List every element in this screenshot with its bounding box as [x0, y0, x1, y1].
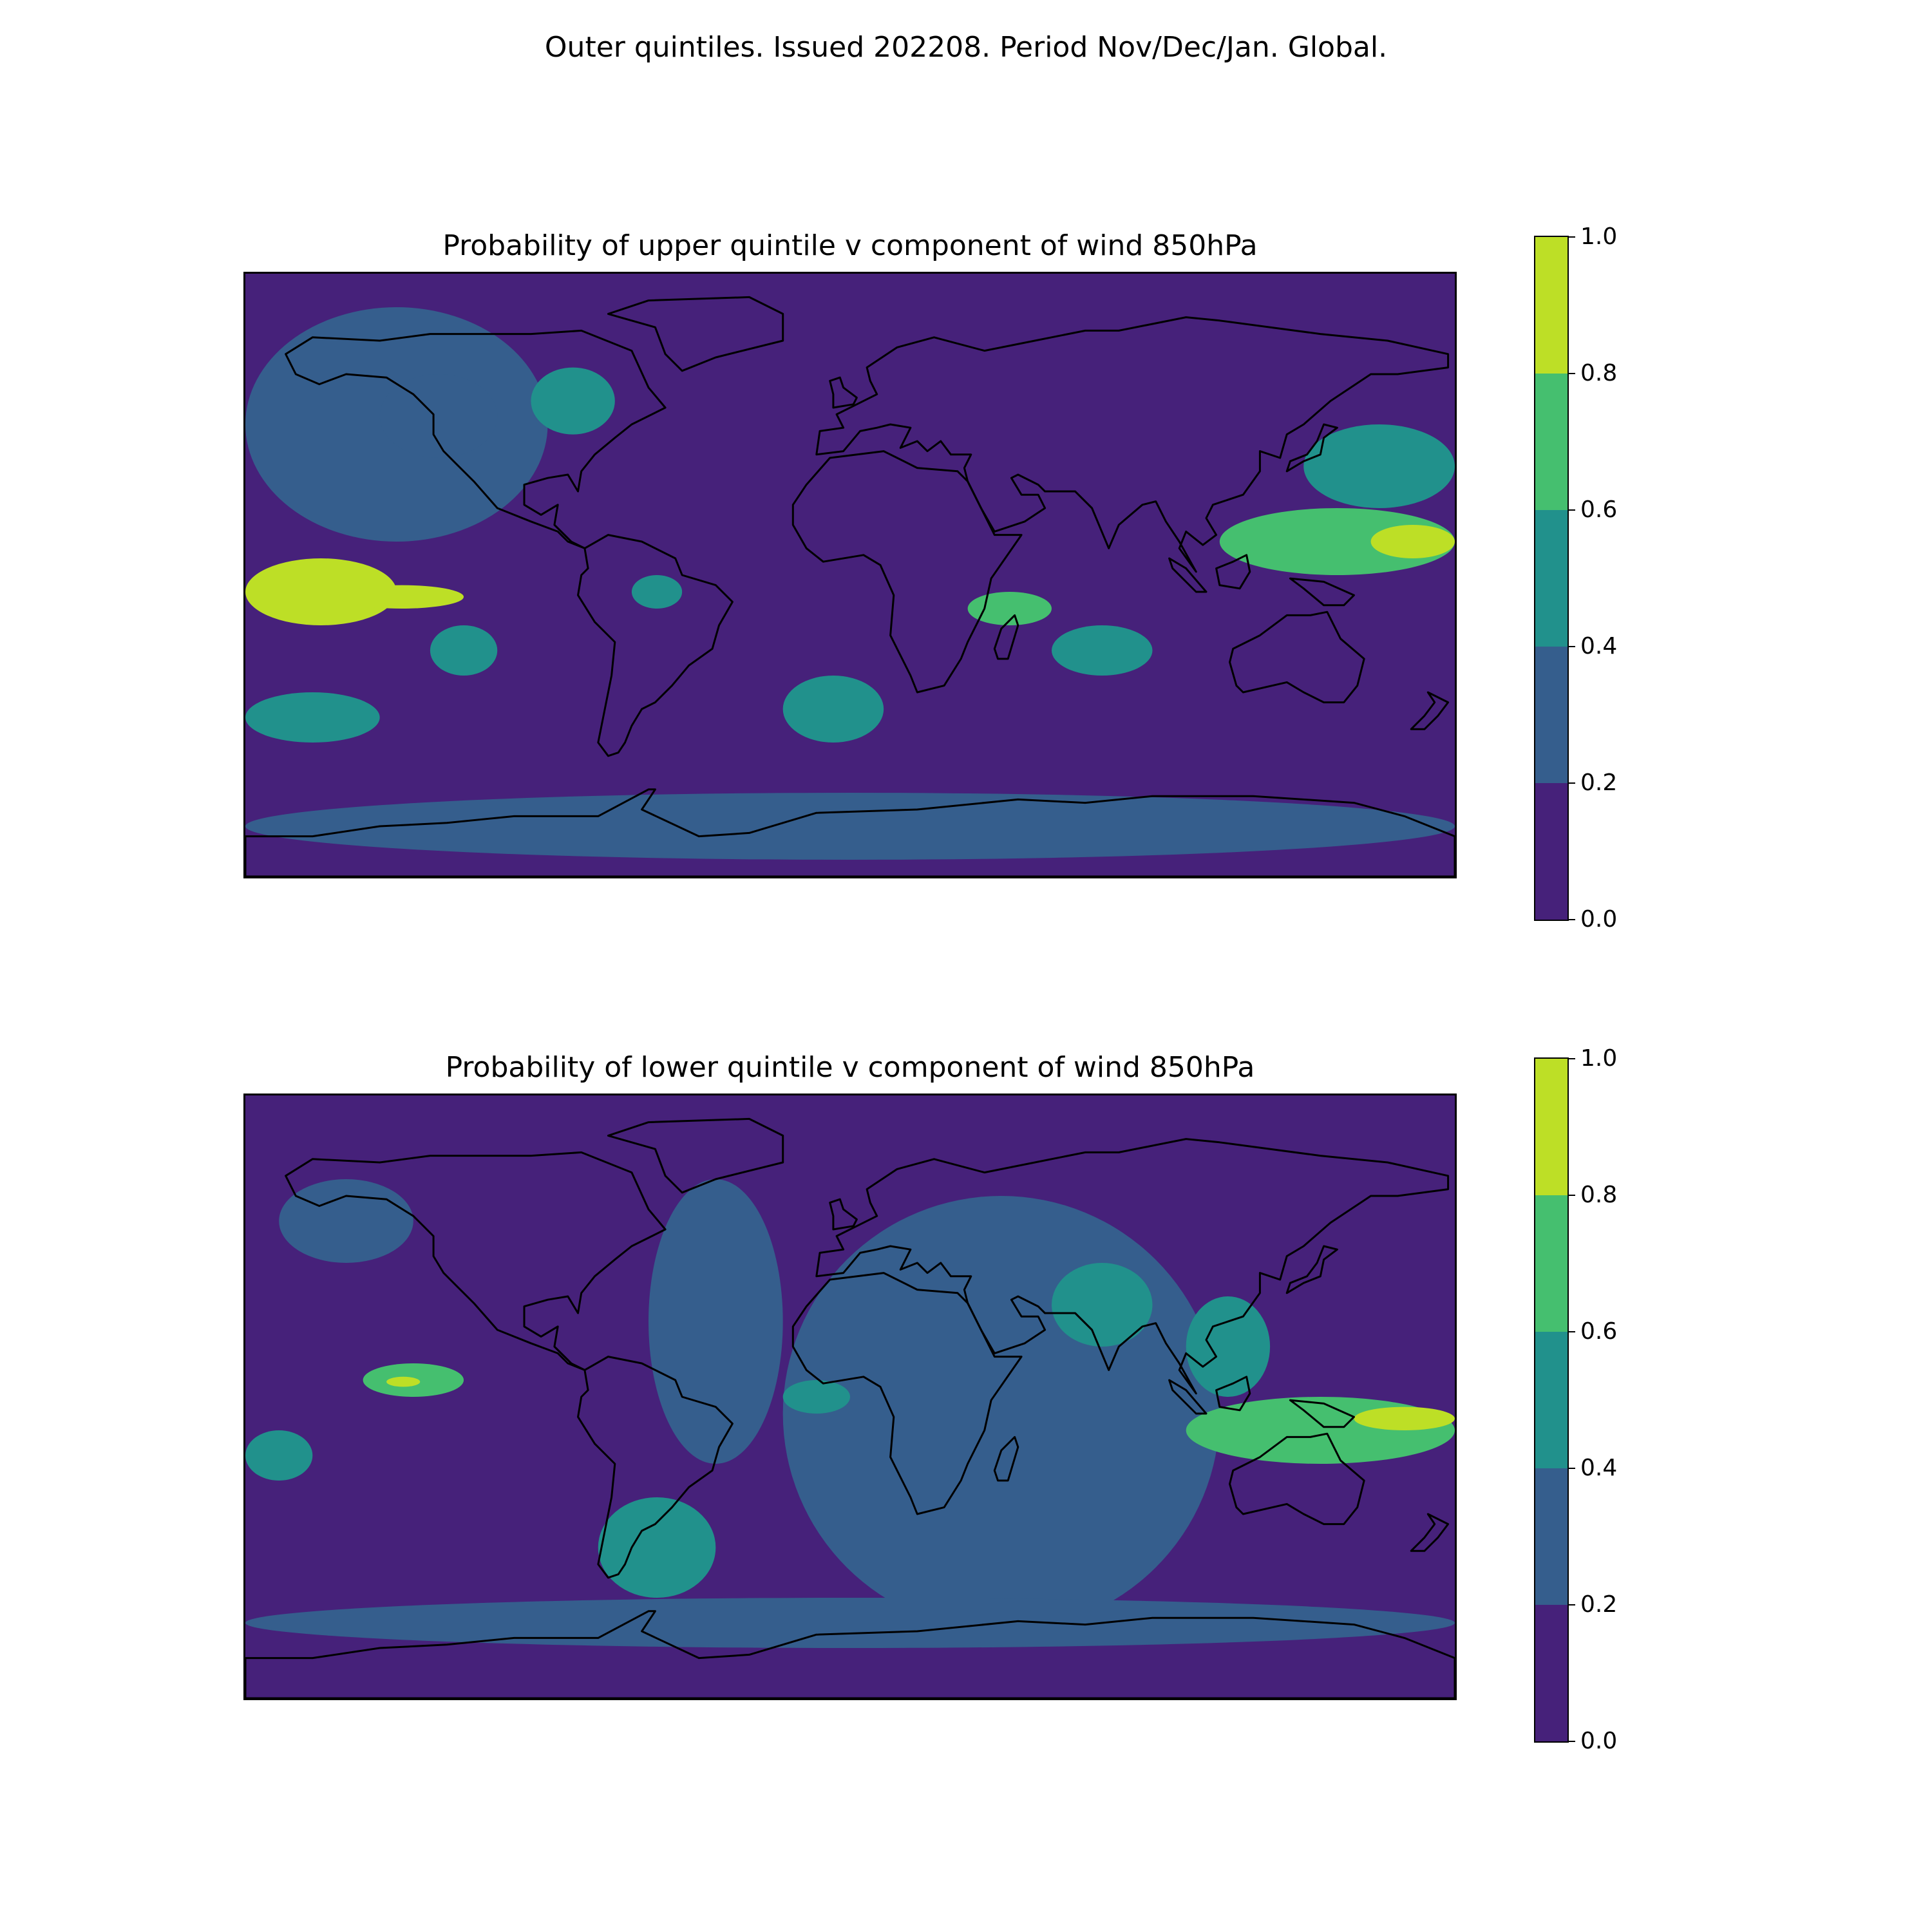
coastline-australia — [1229, 611, 1365, 704]
probability-region-central-pacific-south — [245, 1430, 313, 1481]
lower-panel-title: Probability of lower quintile v componen… — [445, 1051, 1255, 1084]
colorbar-segment — [1535, 1468, 1567, 1605]
colorbar-tick-label: 0.2 — [1580, 770, 1618, 796]
probability-region-south-pacific-midlat — [245, 692, 380, 743]
colorbar-tick-label: 0.6 — [1580, 497, 1618, 523]
colorbar-segment — [1535, 1195, 1567, 1332]
coastline-borneo — [1215, 1376, 1251, 1412]
map-svg — [245, 1095, 1455, 1698]
colorbar-segment — [1535, 1605, 1567, 1741]
probability-region-southern-ocean-band — [245, 793, 1455, 860]
probability-region-africa-asia-band — [782, 1196, 1220, 1631]
probability-region-southern-ocean-band — [245, 1598, 1455, 1648]
probability-region-amazon — [631, 575, 683, 609]
colorbar-tick — [1567, 919, 1575, 920]
colorbar-tick — [1567, 1741, 1575, 1742]
coastline-greenland — [607, 1117, 784, 1194]
probability-region-west-pacific-peak — [1370, 525, 1455, 558]
lower-colorbar: 0.0 0.2 0.4 0.6 0.8 1.0 — [1534, 1047, 1617, 1753]
colorbar-segment — [1535, 374, 1567, 510]
probability-region-tropical-east-pacific-peak — [245, 558, 397, 625]
colorbar-tick-label: 0.4 — [1580, 633, 1618, 659]
coastline-eurasia — [815, 316, 1450, 573]
coastline-britain — [829, 1198, 858, 1231]
coastline-eurasia — [815, 1138, 1450, 1395]
colorbar-tick — [1567, 509, 1575, 511]
colorbar-tick-label: 1.0 — [1580, 223, 1618, 250]
probability-region-south-china-sea — [1186, 1296, 1271, 1397]
probability-region-india-region — [1052, 1263, 1153, 1347]
colorbar-tick-label: 0.2 — [1580, 1591, 1618, 1618]
colorbar-segment — [1535, 647, 1567, 783]
colorbar-tick-label: 0.6 — [1580, 1318, 1618, 1345]
coastline-newGuinea — [1289, 1399, 1355, 1428]
probability-region-northwest-pacific — [1303, 424, 1455, 508]
colorbar-tick — [1567, 1468, 1575, 1469]
coastline-antarctica — [245, 1610, 1455, 1698]
colorbar-tick — [1567, 1331, 1575, 1332]
colorbar-segment — [1535, 1332, 1567, 1468]
coastline-madagascar — [993, 614, 1019, 660]
probability-region-hudson-bay-area — [531, 367, 615, 435]
coastline-japan — [1285, 1245, 1338, 1294]
coastline-japan — [1285, 423, 1338, 473]
figure-title: Outer quintiles. Issued 202208. Period N… — [544, 31, 1388, 64]
probability-region-alaska-gulf — [279, 1179, 413, 1263]
colorbar-tick — [1567, 373, 1575, 374]
probability-region-patagonia-south-atlantic — [598, 1497, 716, 1598]
coastline-antarctica — [245, 788, 1455, 876]
map-svg — [245, 274, 1455, 876]
colorbar-tick — [1567, 782, 1575, 784]
coastline-northAmerica — [285, 1151, 667, 1371]
colorbar-tick — [1567, 1604, 1575, 1605]
probability-region-madagascar-channel — [967, 592, 1052, 625]
coastline-southAmerica — [577, 1356, 734, 1579]
colorbar-segment — [1535, 783, 1567, 920]
lower-quintile-map — [243, 1094, 1457, 1700]
colorbar-tick-label: 0.0 — [1580, 1728, 1618, 1754]
probability-region-gulf-of-guinea — [782, 1380, 850, 1414]
colorbar-tick-label: 1.0 — [1580, 1045, 1618, 1072]
upper-quintile-map — [243, 272, 1457, 878]
coastline-sumatra — [1168, 1379, 1208, 1415]
colorbar-tick-label: 0.8 — [1580, 1182, 1618, 1208]
colorbar-tick-label: 0.8 — [1580, 360, 1618, 386]
coastline-newGuinea — [1289, 577, 1355, 607]
probability-region-southeast-pacific — [430, 625, 498, 676]
coastline-newZealand — [1410, 691, 1450, 730]
colorbar-segment — [1535, 1059, 1567, 1195]
coastline-africa — [791, 450, 1023, 694]
colorbar-tick-label: 0.0 — [1580, 906, 1618, 933]
probability-region-west-pacific-warm-pool — [1219, 508, 1455, 575]
probability-region-south-atlantic — [782, 676, 884, 743]
coastline-greenland — [607, 296, 784, 372]
colorbar-tick — [1567, 646, 1575, 647]
probability-region-tropical-east-pacific-core — [339, 585, 464, 609]
probability-region-tropical-east-pacific-core — [386, 1376, 421, 1387]
colorbar-tick — [1567, 1195, 1575, 1196]
probability-region-maritime-continent — [1186, 1397, 1455, 1464]
coastline-southAmerica — [577, 534, 734, 757]
colorbar-segment — [1535, 237, 1567, 374]
coastline-madagascar — [993, 1435, 1019, 1482]
coastline-northAmerica — [285, 329, 667, 549]
coastline-newZealand — [1410, 1513, 1450, 1552]
colorbar-tick — [1567, 236, 1575, 238]
colorbar-tick — [1567, 1058, 1575, 1059]
probability-region-eastern-north-pacific — [379, 374, 498, 458]
upper-colorbar: 0.0 0.2 0.4 0.6 0.8 1.0 — [1534, 225, 1617, 931]
colorbar-tick-label: 0.4 — [1580, 1455, 1618, 1481]
coastline-sumatra — [1168, 557, 1208, 593]
upper-panel-title: Probability of upper quintile v componen… — [442, 229, 1258, 262]
probability-region-north-atlantic-band — [649, 1179, 783, 1464]
probability-region-south-indian-ocean — [1052, 625, 1153, 676]
coastline-borneo — [1215, 554, 1251, 590]
probability-region-coral-sea-peak — [1354, 1406, 1455, 1430]
coastline-africa — [791, 1272, 1023, 1515]
colorbar-segment — [1535, 510, 1567, 647]
coastline-britain — [829, 376, 858, 409]
coastline-australia — [1229, 1432, 1365, 1526]
